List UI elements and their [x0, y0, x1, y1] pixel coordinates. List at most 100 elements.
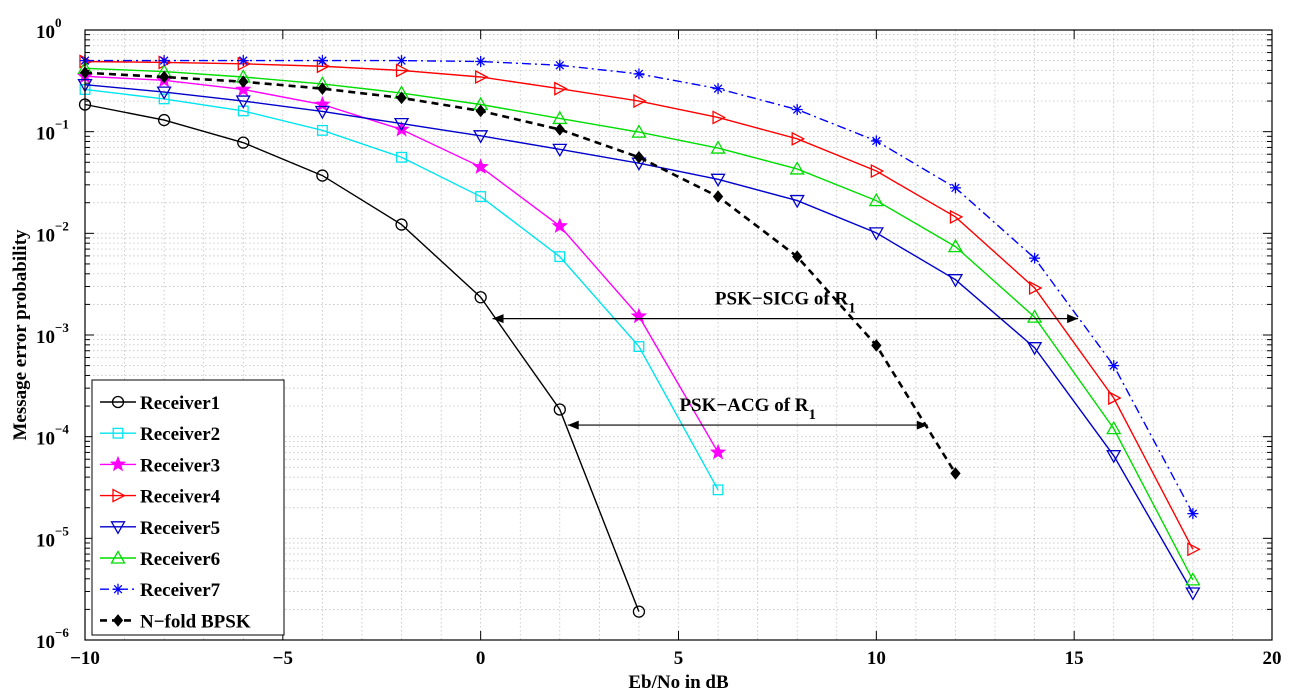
data-point [157, 113, 171, 127]
data-point [949, 209, 964, 224]
data-point [475, 55, 487, 67]
data-point [631, 124, 647, 138]
data-point [395, 218, 408, 231]
data-point [871, 339, 882, 352]
data-point [158, 55, 170, 67]
legend-marker [109, 455, 127, 472]
data-point [235, 95, 251, 109]
data-point [237, 105, 249, 117]
data-point [1108, 360, 1120, 372]
data-point [156, 86, 172, 100]
data-point [633, 93, 647, 109]
data-point [316, 124, 328, 136]
data-point [1187, 542, 1201, 557]
legend-item: N−fold BPSK [100, 611, 251, 632]
x-tick-label: 20 [1263, 648, 1282, 669]
data-point [633, 68, 645, 80]
data-point [1185, 587, 1201, 601]
legend-label: Receiver3 [140, 455, 220, 476]
legend-marker [112, 427, 124, 439]
data-point [158, 70, 170, 84]
data-point [868, 227, 884, 241]
marker-stroke [318, 56, 327, 65]
marker-stroke [1109, 361, 1119, 370]
x-tick-label: −10 [70, 648, 100, 669]
marker-stroke [713, 84, 723, 93]
legend-box [91, 379, 285, 636]
series-line [84, 60, 1194, 550]
data-point [475, 69, 489, 85]
data-point [316, 169, 329, 182]
legend-item: Receiver7 [100, 580, 221, 601]
legend-marker [112, 488, 126, 503]
data-point [475, 104, 486, 118]
data-point [712, 190, 724, 203]
data-point [552, 143, 568, 158]
data-point [316, 59, 331, 74]
data-point [632, 605, 646, 618]
data-point [1185, 572, 1201, 586]
data-point [1026, 309, 1043, 323]
series-line [84, 67, 1194, 581]
data-point [710, 173, 726, 188]
data-point [314, 105, 331, 120]
series-line [84, 71, 957, 475]
grid [84, 30, 1273, 641]
data-point [317, 82, 328, 95]
data-point [1026, 342, 1043, 356]
x-tick-label: 15 [1065, 648, 1084, 669]
data-point [949, 182, 961, 194]
data-point [316, 55, 328, 67]
data-point [237, 136, 250, 149]
data-point [554, 59, 566, 71]
data-point [1187, 508, 1199, 520]
data-point [235, 80, 252, 97]
marker-stroke [397, 56, 406, 65]
data-point [553, 403, 566, 416]
x-tick-label: 0 [476, 648, 486, 669]
series-line [84, 88, 719, 491]
data-point [554, 123, 565, 136]
marker-stroke [113, 584, 123, 594]
data-point [947, 238, 964, 253]
data-point [393, 117, 410, 132]
data-point [712, 83, 724, 95]
series-8 [79, 66, 961, 480]
data-point [712, 110, 726, 125]
data-point [630, 307, 648, 324]
data-point [238, 75, 249, 89]
legend-marker [112, 583, 124, 595]
marker-stroke [1030, 253, 1039, 263]
data-point [1106, 420, 1122, 435]
data-point [79, 54, 93, 69]
data-point [1029, 252, 1041, 264]
data-point [1108, 390, 1122, 406]
annotation-arrowhead [916, 420, 928, 430]
legend-item: Receiver6 [100, 549, 220, 570]
legend-label: N−fold BPSK [140, 611, 251, 632]
marker-stroke [476, 57, 485, 66]
data-point [870, 163, 885, 179]
legend: Receiver1 Receiver2 Receiver3 Receiver4 Rece… [91, 379, 285, 636]
data-point [789, 194, 805, 209]
data-point [473, 130, 489, 144]
data-point [472, 158, 489, 174]
legend-label: Receiver2 [140, 424, 220, 445]
marker-stroke [1188, 509, 1198, 518]
legend-item: Receiver4 [100, 487, 221, 508]
annotation-arrowhead [1067, 314, 1079, 324]
data-point [1028, 280, 1043, 296]
legend-label: Receiver1 [140, 393, 220, 414]
marker-stroke [872, 136, 881, 146]
legend-label: Receiver5 [140, 518, 220, 539]
data-point [789, 161, 805, 175]
legend-item: Receiver2 [100, 424, 220, 445]
legend-marker [112, 614, 124, 627]
data-point [314, 95, 331, 112]
x-axis-label: Eb/No in dB [628, 672, 729, 693]
marker-stroke [238, 56, 248, 65]
legend-label: Receiver6 [140, 549, 220, 570]
data-point [475, 191, 487, 203]
data-point [237, 55, 249, 67]
x-tick-label: 10 [867, 648, 886, 669]
